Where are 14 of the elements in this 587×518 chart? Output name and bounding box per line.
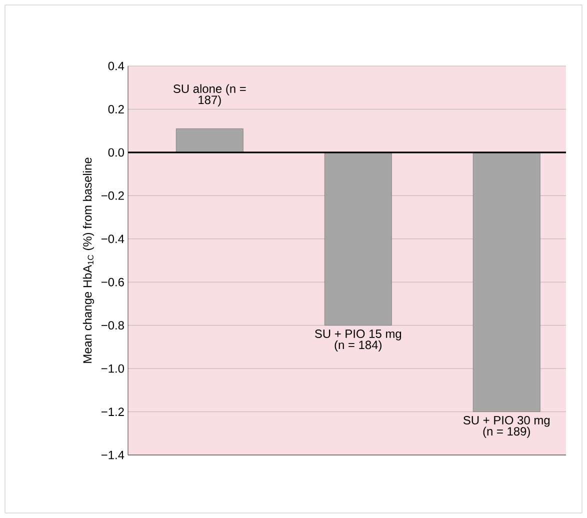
x-tick-label: SU + PIO 30 mg (n = 189) [463,416,550,438]
y-tick-label: −1.0 [101,364,124,373]
y-tick-label: −1.4 [101,450,124,460]
y-tick-label: 0.0 [108,148,124,157]
x-tick-label: SU + PIO 15 mg (n = 184) [315,330,402,352]
y-tick-label: −0.8 [101,321,124,330]
y-tick-label: 0.4 [108,62,124,70]
y-tick-label: −1.2 [101,408,124,416]
y-tick-label: 0.2 [108,104,124,114]
y-tick-label: −0.2 [101,191,124,200]
y-tick-label: −0.4 [101,234,124,244]
y-axis-title: Mean change HbA$_{1C}$ (%) from baseline [82,158,94,363]
y-tick-label: −0.6 [101,278,124,286]
x-tick-label: SU alone (n = 187) [173,84,246,106]
